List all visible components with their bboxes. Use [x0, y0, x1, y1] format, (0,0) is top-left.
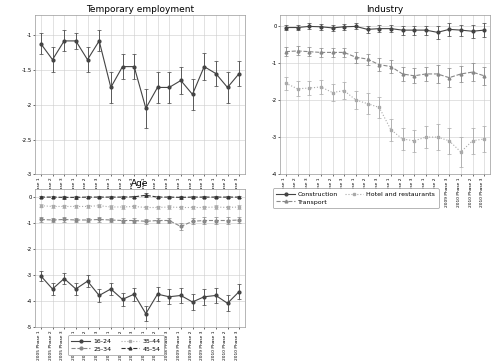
Legend: 16-24, 25-34, 35-44, 45-54: 16-24, 25-34, 35-44, 45-54	[68, 335, 164, 355]
Title: Temporary employment: Temporary employment	[86, 5, 194, 14]
Title: Industry: Industry	[366, 5, 404, 14]
Legend: Construction, Transport, Hotel and restaurants: Construction, Transport, Hotel and resta…	[273, 188, 438, 208]
Title: Age: Age	[131, 179, 149, 188]
